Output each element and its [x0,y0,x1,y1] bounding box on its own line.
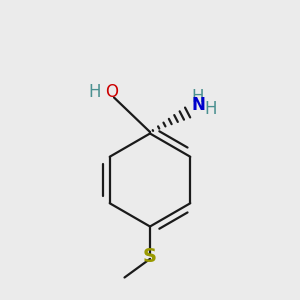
Text: H: H [192,88,204,106]
Text: S: S [143,247,157,266]
Text: N: N [191,96,205,114]
Text: H: H [88,83,100,101]
Text: H: H [205,100,217,118]
Text: O: O [105,83,118,101]
